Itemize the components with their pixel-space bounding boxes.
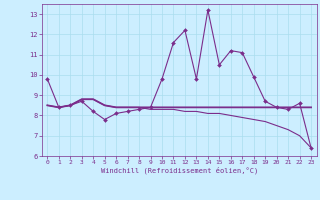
X-axis label: Windchill (Refroidissement éolien,°C): Windchill (Refroidissement éolien,°C) [100, 167, 258, 174]
